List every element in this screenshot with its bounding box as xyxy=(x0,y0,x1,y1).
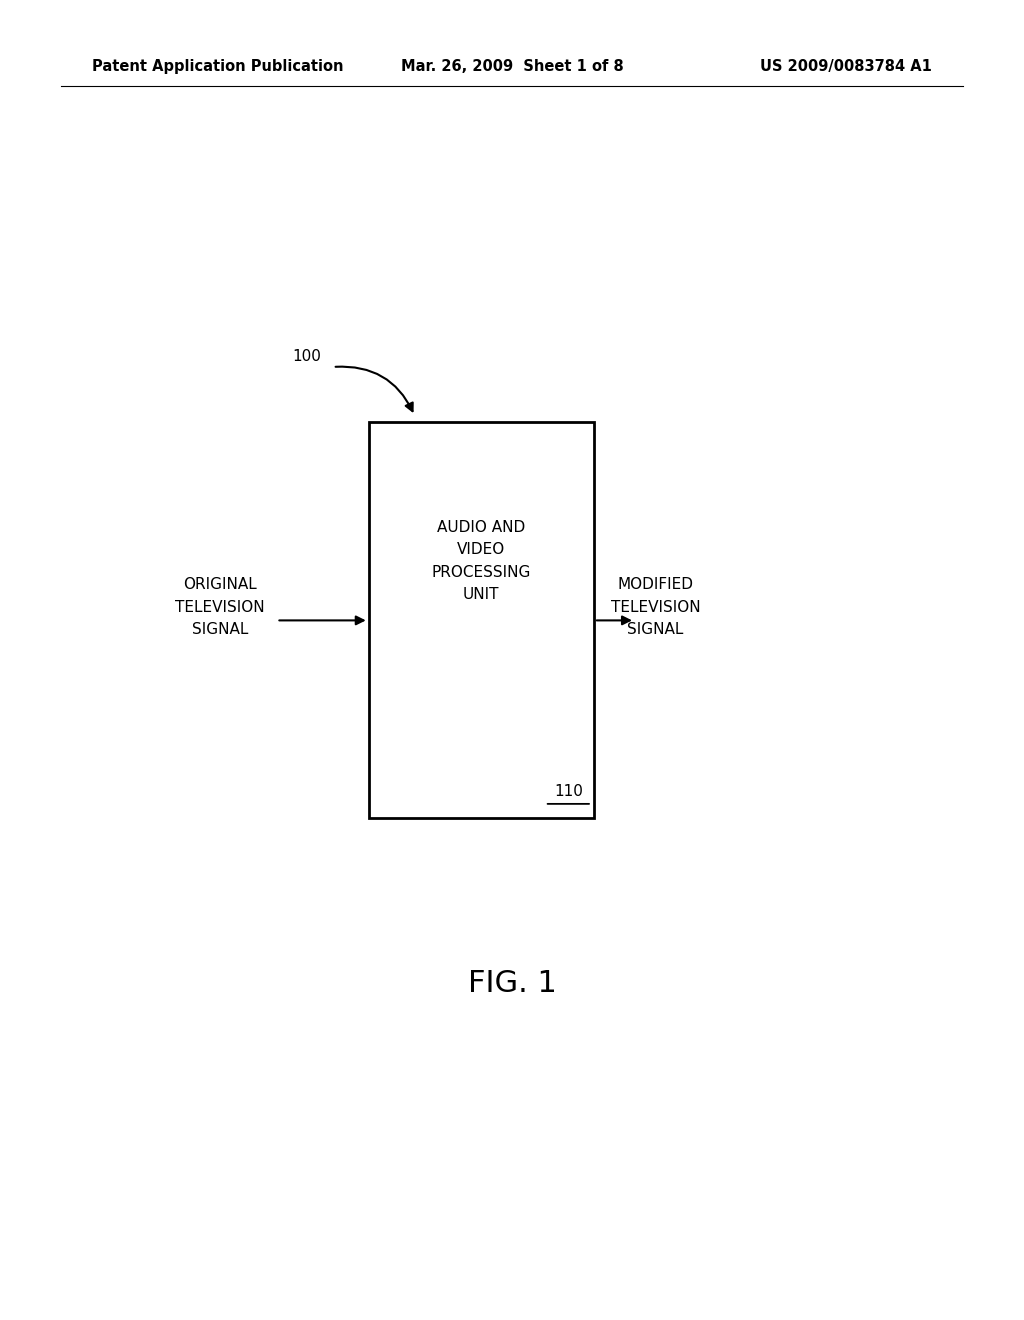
Text: 110: 110 xyxy=(554,784,583,799)
Text: MODIFIED
TELEVISION
SIGNAL: MODIFIED TELEVISION SIGNAL xyxy=(610,577,700,636)
Text: US 2009/0083784 A1: US 2009/0083784 A1 xyxy=(760,59,932,74)
Text: AUDIO AND
VIDEO
PROCESSING
UNIT: AUDIO AND VIDEO PROCESSING UNIT xyxy=(431,520,531,602)
Text: Mar. 26, 2009  Sheet 1 of 8: Mar. 26, 2009 Sheet 1 of 8 xyxy=(400,59,624,74)
Text: ORIGINAL
TELEVISION
SIGNAL: ORIGINAL TELEVISION SIGNAL xyxy=(175,577,265,636)
FancyBboxPatch shape xyxy=(369,422,594,818)
Text: 100: 100 xyxy=(292,348,321,364)
Text: Patent Application Publication: Patent Application Publication xyxy=(92,59,344,74)
Text: FIG. 1: FIG. 1 xyxy=(468,969,556,998)
